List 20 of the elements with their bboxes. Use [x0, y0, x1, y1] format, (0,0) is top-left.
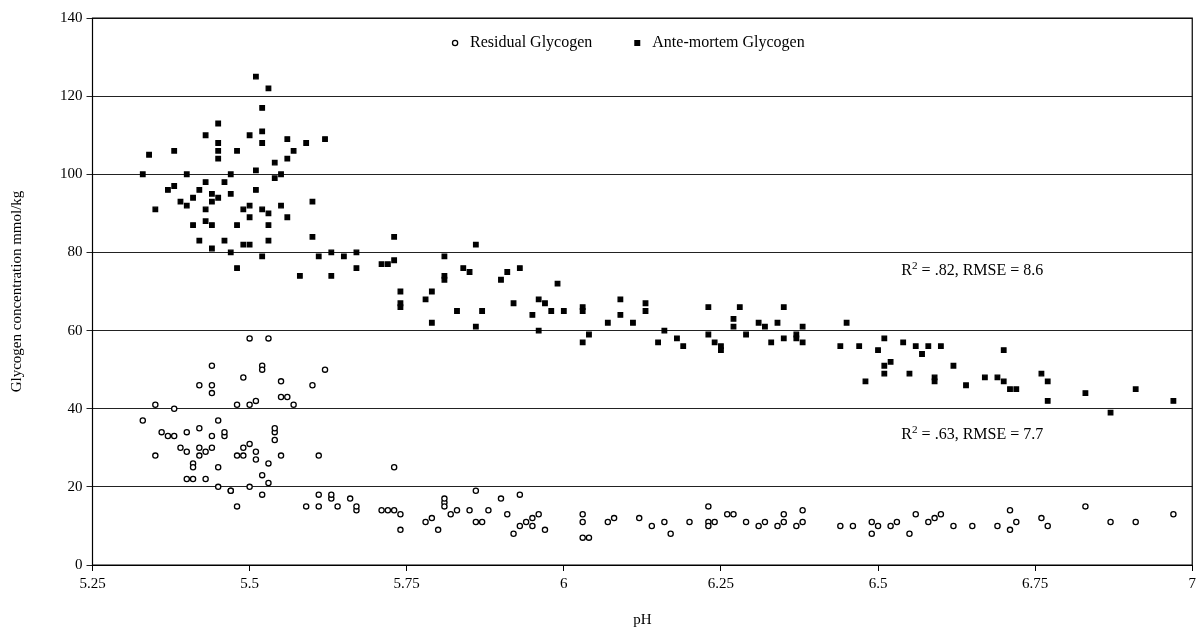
x-tick-label: 6.5: [868, 574, 888, 591]
x-tick-label: 6: [560, 574, 569, 591]
y-tick-label: 80: [67, 243, 83, 260]
x-tick-label: 7: [1188, 574, 1197, 591]
legend-label: Ante-mortem Glycogen: [652, 33, 805, 52]
x-tick-label: 6.25: [707, 574, 735, 591]
y-tick-label: 140: [60, 8, 83, 25]
y-tick-label: 60: [67, 321, 83, 338]
y-tick-label: 100: [60, 165, 83, 182]
x-tick-label: 5.75: [393, 574, 420, 591]
y-tick-label: 120: [60, 87, 83, 104]
y-tick-label: 40: [67, 399, 83, 416]
x-tick-label: 6.75: [1022, 574, 1049, 591]
x-tick-label: 5.5: [240, 574, 259, 591]
y-tick-label: 0: [75, 555, 83, 572]
x-tick-label: 5.25: [79, 574, 106, 591]
y-tick-label: 20: [67, 477, 83, 494]
x-axis-title: pH: [633, 610, 652, 627]
legend-label: Residual Glycogen: [470, 33, 593, 52]
y-axis-title: Glycogen concentration mmol/kg: [7, 190, 24, 393]
